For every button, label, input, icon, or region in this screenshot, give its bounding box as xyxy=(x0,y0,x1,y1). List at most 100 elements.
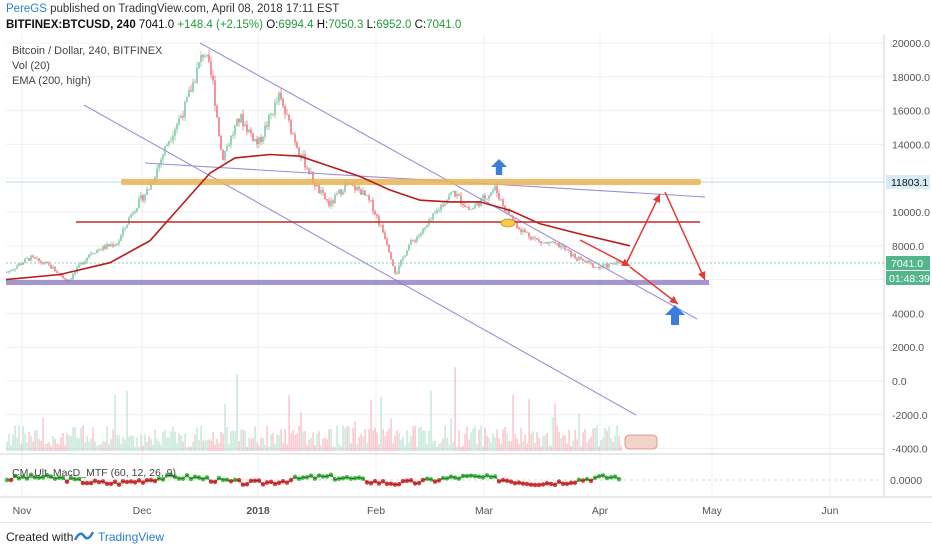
volume-bar xyxy=(198,439,200,451)
candle-body xyxy=(110,244,112,247)
candle-body xyxy=(86,257,88,261)
volume-bar xyxy=(520,427,522,451)
volume-bar xyxy=(86,435,88,451)
volume-bar xyxy=(84,442,86,451)
volume-bar xyxy=(522,440,524,451)
candle-body xyxy=(192,82,194,92)
volume-bar xyxy=(210,440,212,451)
time-tick-label: Feb xyxy=(367,505,385,517)
volume-bar xyxy=(168,437,170,451)
volume-bar xyxy=(478,429,480,451)
candle-body xyxy=(562,245,564,247)
candle-body xyxy=(140,195,142,199)
volume-bar xyxy=(524,434,526,451)
candle-body xyxy=(52,266,54,269)
candle-body xyxy=(520,229,522,233)
time-tick-label: Jun xyxy=(822,505,839,517)
volume-bar xyxy=(252,438,254,451)
volume-bar xyxy=(366,442,368,451)
volume-bar xyxy=(446,437,448,451)
arrow-up-target xyxy=(624,193,661,267)
volume-bar xyxy=(548,445,550,451)
arrow-down-short xyxy=(579,239,631,267)
candle-body xyxy=(26,258,28,259)
candle-body xyxy=(190,90,192,92)
volume-bar xyxy=(200,425,202,451)
publish-line: PereGS published on TradingView.com, Apr… xyxy=(6,3,339,15)
volume-bar xyxy=(170,431,172,451)
candle-body xyxy=(48,262,50,265)
candle-body xyxy=(570,250,572,257)
candle-body xyxy=(338,189,340,194)
candle-body xyxy=(30,255,32,261)
volume-bar xyxy=(542,436,544,451)
candle-body xyxy=(552,241,554,243)
volume-bar xyxy=(258,445,260,451)
volume-bar xyxy=(514,433,516,451)
low-label: L: xyxy=(366,19,377,31)
candle-body xyxy=(546,242,548,244)
candle-body xyxy=(278,92,280,102)
volume-bar xyxy=(278,435,280,451)
volume-bar xyxy=(148,436,150,451)
volume-bar xyxy=(300,412,302,451)
volume-bar xyxy=(608,426,610,451)
author-link[interactable]: PereGS xyxy=(6,3,47,15)
candle-body xyxy=(566,249,568,251)
candle-body xyxy=(70,279,72,281)
volume-bar xyxy=(218,443,220,451)
candle-body xyxy=(188,90,190,97)
candle-body xyxy=(596,266,598,268)
volume-bar xyxy=(458,430,460,451)
legend-ema: EMA (200, high) xyxy=(12,75,91,87)
volume-bar xyxy=(506,432,508,451)
candle-body xyxy=(544,242,546,244)
candle-body xyxy=(538,239,540,242)
candle-body xyxy=(412,240,414,241)
candle-body xyxy=(618,260,620,262)
candle-body xyxy=(116,243,118,245)
candle-body xyxy=(238,118,240,123)
volume-bar xyxy=(484,427,486,451)
candle-body xyxy=(204,55,206,57)
candle-body xyxy=(392,259,394,266)
candle-body xyxy=(220,136,222,150)
candle-body xyxy=(588,260,590,263)
candle-body xyxy=(368,195,370,200)
candle-body xyxy=(438,209,440,211)
volume-bar xyxy=(556,425,558,451)
candle-body xyxy=(366,195,368,196)
volume-bar xyxy=(512,394,514,451)
volume-bar xyxy=(118,435,120,451)
volume-bar xyxy=(156,439,158,451)
candle-body xyxy=(370,199,372,201)
volume-bar xyxy=(378,444,380,451)
volume-bar xyxy=(266,425,268,451)
candle-body xyxy=(374,211,376,215)
candle-body xyxy=(336,193,338,195)
volume-bar xyxy=(70,436,72,451)
volume-bar xyxy=(510,441,512,451)
volume-bar xyxy=(470,432,472,451)
volume-bar xyxy=(108,444,110,451)
price-chart[interactable]: 20000.018000.016000.014000.012000.010000… xyxy=(0,34,932,522)
candle-body xyxy=(444,203,446,207)
volume-bar xyxy=(268,446,270,451)
macd-panel xyxy=(4,472,884,488)
price-tick-label: 0.0 xyxy=(892,376,907,388)
level-price-tag xyxy=(886,175,930,189)
volume-bar xyxy=(496,429,498,451)
volume-bar xyxy=(98,444,100,451)
volume-bar xyxy=(116,434,118,451)
volume-bar xyxy=(46,443,48,451)
volume-bar xyxy=(494,437,496,451)
volume-bar xyxy=(76,437,78,451)
volume-bar xyxy=(288,395,290,451)
last-price-tag xyxy=(886,256,930,270)
candle-body xyxy=(410,240,412,245)
candle-body xyxy=(558,243,560,248)
candle-body xyxy=(10,270,12,272)
volume-bar xyxy=(414,425,416,451)
volume-bar xyxy=(350,443,352,451)
brand-link[interactable]: TradingView xyxy=(98,530,165,544)
